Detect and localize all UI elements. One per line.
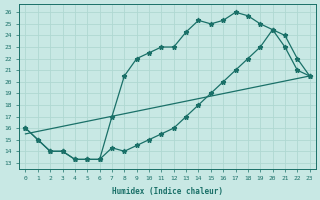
X-axis label: Humidex (Indice chaleur): Humidex (Indice chaleur) — [112, 187, 223, 196]
